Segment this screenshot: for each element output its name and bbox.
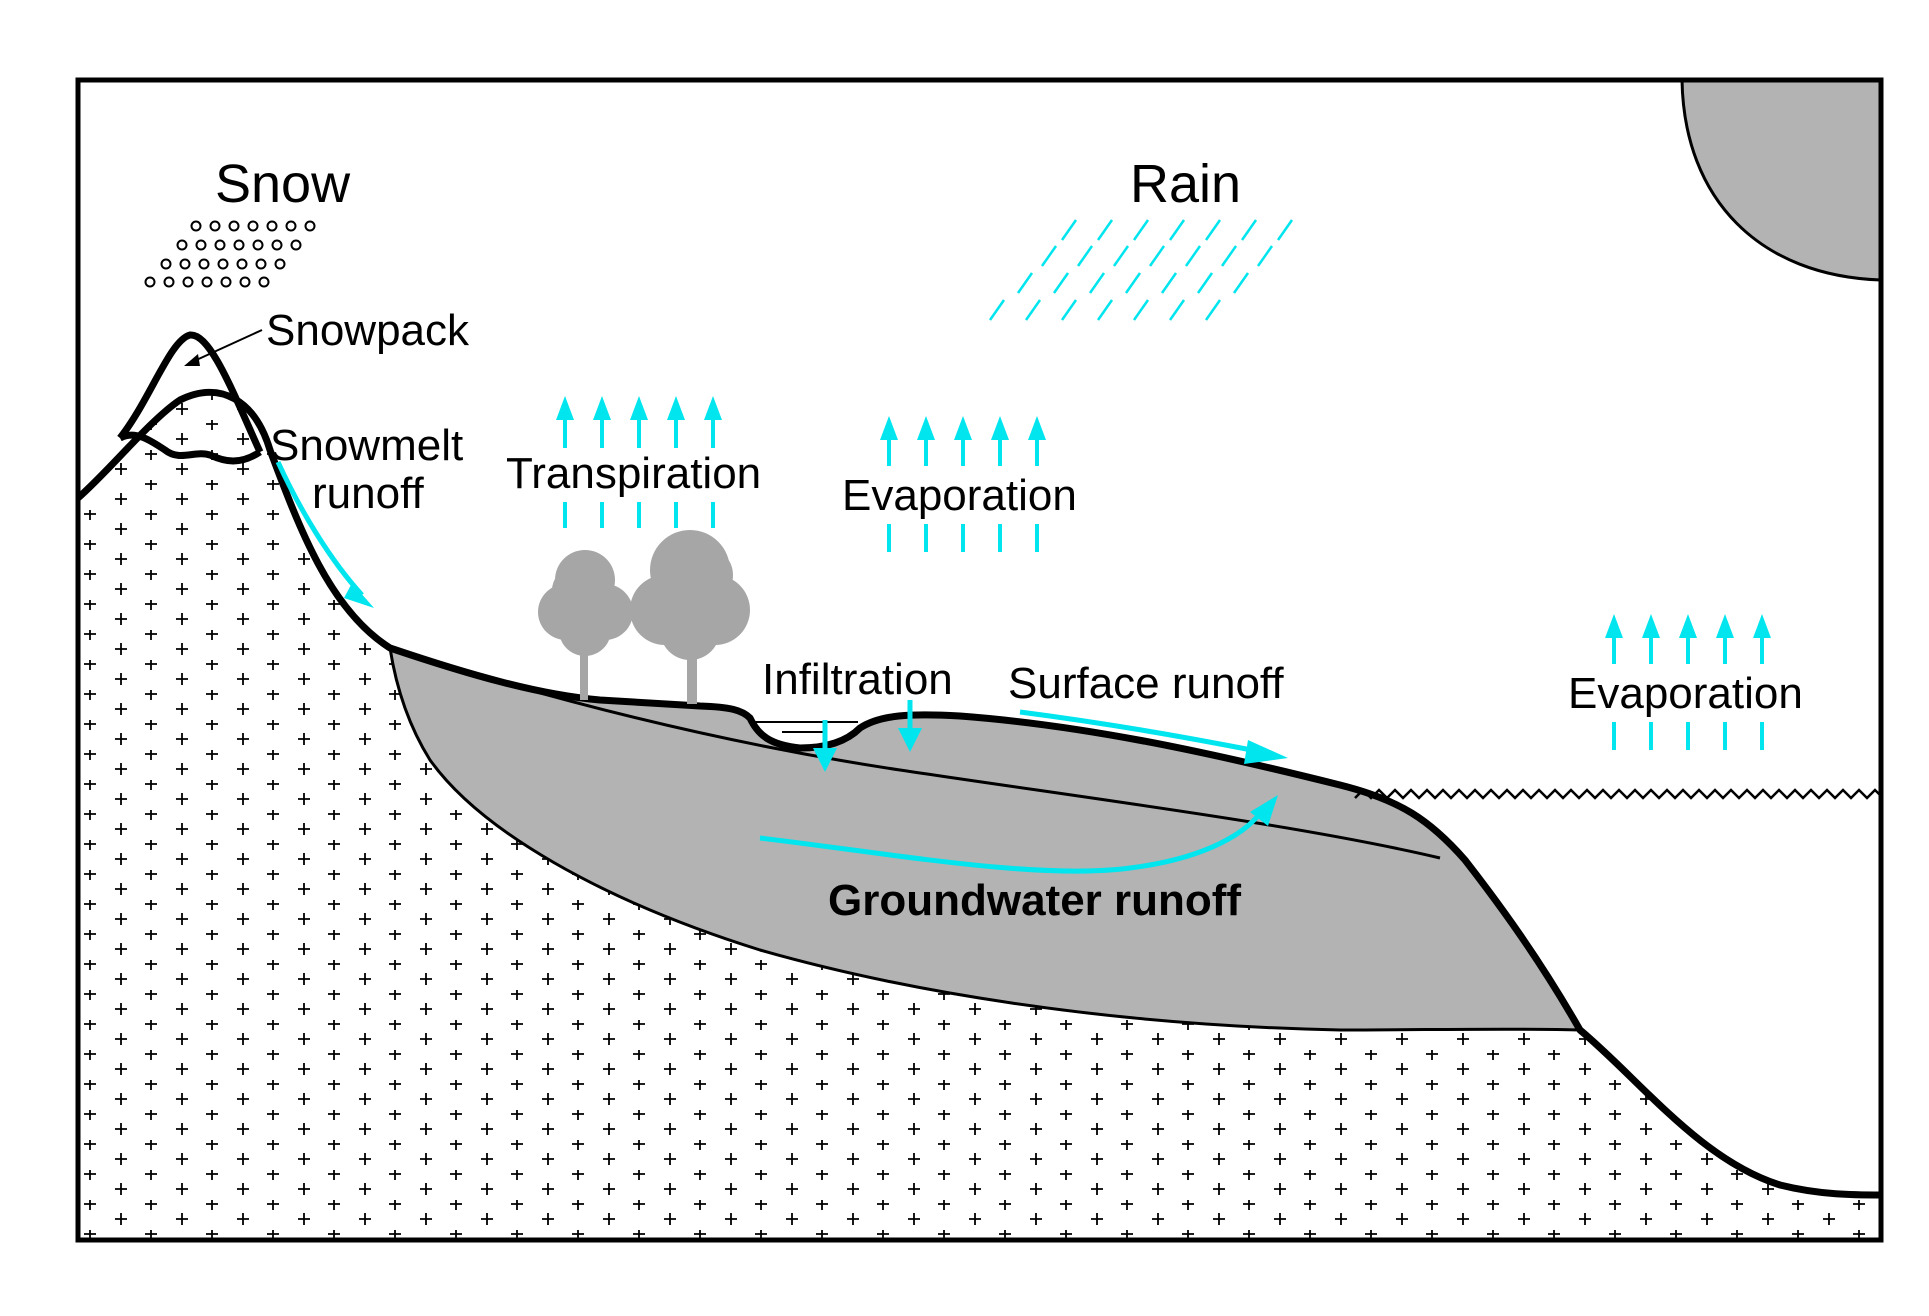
- transpiration-arrows-icon: [556, 396, 722, 528]
- mountain-peak: [117, 331, 264, 454]
- tree-silhouettes-icon: [538, 530, 750, 704]
- transpiration-label: Transpiration: [506, 449, 761, 498]
- sun-icon: [1680, 80, 1881, 282]
- snowpack-edge: [118, 431, 262, 465]
- snowmelt-runoff-arrowhead-icon: [344, 583, 374, 608]
- snowmelt-label-line2: runoff: [312, 469, 424, 518]
- pond-water-line: [752, 721, 858, 733]
- snowpack-label: Snowpack: [266, 306, 470, 355]
- frame-border: [75, 77, 1884, 1243]
- rain-label: Rain: [1130, 154, 1241, 214]
- groundwater-runoff-arrow-icon: [759, 808, 1265, 874]
- surface-runoff-label: Surface runoff: [1008, 659, 1284, 708]
- evaporation-land-label: Evaporation: [842, 471, 1077, 520]
- aquifer-base-line: [388, 647, 1581, 1032]
- land-surface-line: [78, 388, 1881, 1199]
- groundwater-runoff-arrowhead-icon: [1250, 795, 1278, 826]
- evaporation-sea-label: Evaporation: [1568, 669, 1803, 718]
- groundwater-runoff-label: Groundwater runoff: [828, 876, 1241, 925]
- infiltration-arrowhead-land-icon: [898, 728, 922, 752]
- snowmelt-runoff-arrow-icon: [275, 460, 364, 597]
- evaporation-sea-arrows-icon: [1605, 614, 1771, 750]
- infiltration-arrowhead-pond-icon: [813, 748, 837, 772]
- surface-runoff-arrow-icon: [1019, 709, 1263, 755]
- evaporation-land-arrows-icon: [880, 416, 1046, 552]
- snow-label: Snow: [215, 154, 351, 214]
- snowflake-circles-icon: [144, 220, 316, 288]
- snowpack-pointer-line: [191, 329, 263, 363]
- rain-streaks-icon: [988, 219, 1294, 321]
- surface-runoff-arrowhead-icon: [1244, 740, 1288, 764]
- sea-surface-waves: [1354, 788, 1881, 800]
- snowpack-pointer-arrowhead: [184, 354, 200, 366]
- snowmelt-label-line1: Snowmelt: [270, 421, 463, 470]
- infiltration-label: Infiltration: [762, 655, 953, 704]
- aquifer-region: [390, 648, 1580, 1030]
